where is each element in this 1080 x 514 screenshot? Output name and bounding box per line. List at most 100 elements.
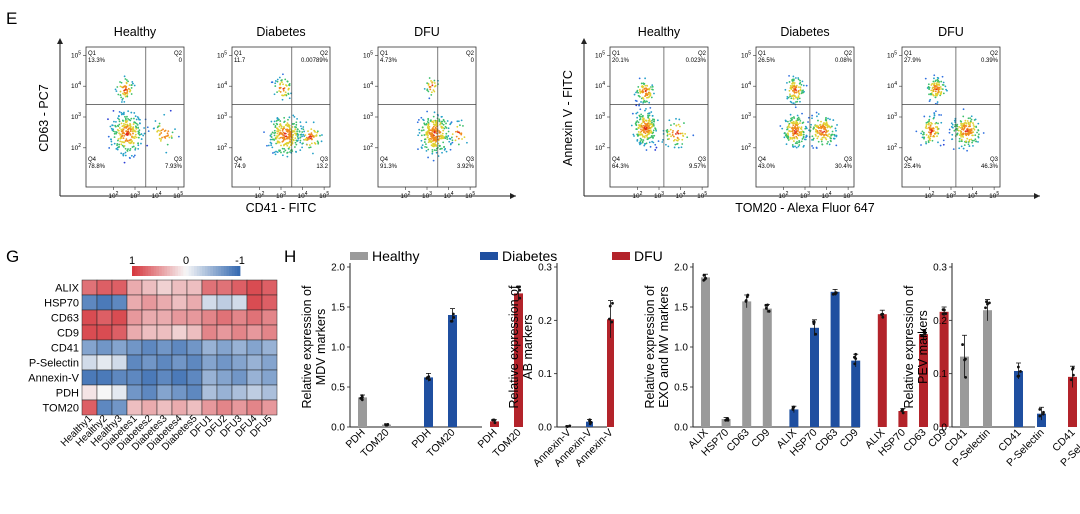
flow-dot xyxy=(299,139,302,142)
flow-dot xyxy=(126,123,129,126)
flow-dot xyxy=(113,136,116,139)
heatmap-cell xyxy=(111,294,128,311)
flow-dot xyxy=(122,97,124,100)
flow-dot xyxy=(676,143,678,145)
flow-plot-title: Diabetes xyxy=(256,25,305,39)
flow-dot xyxy=(959,120,962,122)
bar xyxy=(810,327,819,427)
flow-dot xyxy=(427,117,430,120)
flow-dot xyxy=(786,137,789,140)
flow-dot xyxy=(294,146,296,148)
flow-dot xyxy=(796,129,799,132)
flow-dot xyxy=(797,145,800,148)
scale-segment xyxy=(177,266,181,276)
flow-dot xyxy=(457,131,459,134)
flow-dot xyxy=(794,86,797,89)
flow-dot xyxy=(811,145,813,147)
flow-dot xyxy=(270,133,273,136)
flow-dot xyxy=(129,126,132,128)
scale-segment xyxy=(132,266,136,276)
flow-dot xyxy=(296,130,298,133)
flow-dot xyxy=(636,139,639,142)
flow-dot xyxy=(300,125,302,128)
flow-dot xyxy=(795,101,797,103)
flow-dot xyxy=(285,143,288,146)
flow-dot xyxy=(121,144,124,147)
bar-y-tick-label: 2.0 xyxy=(331,263,345,274)
scale-segment xyxy=(194,266,198,276)
heatmap-cell xyxy=(171,384,188,401)
flow-dot xyxy=(956,132,959,135)
flow-dot xyxy=(649,106,652,109)
heatmap-cell xyxy=(171,399,188,416)
flow-dot xyxy=(821,136,824,139)
flow-dot xyxy=(791,118,793,121)
flow-dot xyxy=(942,139,945,142)
scale-segment xyxy=(142,266,146,276)
q1-label: Q1 xyxy=(380,51,389,57)
data-point xyxy=(1038,408,1042,411)
flow-dot xyxy=(800,83,803,86)
bar-category-label: CD63 xyxy=(901,427,929,455)
flow-dot xyxy=(648,93,650,95)
flow-dot xyxy=(303,130,306,133)
flow-dot xyxy=(792,102,795,105)
flow-dot xyxy=(798,144,801,146)
flow-dot xyxy=(110,138,112,141)
flow-dot xyxy=(314,135,316,137)
flow-dot xyxy=(130,84,133,86)
flow-dot xyxy=(788,74,790,77)
heatmap-cell xyxy=(126,369,143,386)
flow-dot xyxy=(817,113,820,115)
flow-dots xyxy=(416,77,468,162)
flow-dot xyxy=(829,126,832,129)
flow-dot xyxy=(643,131,645,134)
flow-dot xyxy=(937,91,939,94)
flow-dot xyxy=(796,137,799,140)
flow-dot xyxy=(968,140,971,143)
flow-dot xyxy=(650,134,653,137)
flow-dot xyxy=(137,147,140,150)
flow-dot xyxy=(316,131,319,134)
q3-value: 7.93% xyxy=(165,164,183,170)
flow-dot xyxy=(294,126,296,128)
flow-dot xyxy=(425,143,427,146)
flow-dot xyxy=(124,115,126,118)
flow-dot xyxy=(833,134,836,137)
flow-dot xyxy=(823,130,826,133)
flow-dot xyxy=(801,90,803,92)
flow-dot xyxy=(937,86,940,89)
flow-dot xyxy=(295,121,298,124)
flow-dot xyxy=(962,133,965,136)
flow-dot xyxy=(811,135,814,138)
flow-dot xyxy=(805,136,807,139)
flow-dot xyxy=(276,80,279,83)
flow-dot xyxy=(138,118,140,121)
flow-dot xyxy=(684,132,687,135)
flow-dot xyxy=(654,127,656,130)
flow-dot xyxy=(972,127,975,130)
data-point xyxy=(942,308,946,312)
flow-dot xyxy=(940,114,943,116)
heatmap-cell xyxy=(111,324,128,341)
flow-dot xyxy=(652,141,655,144)
flow-dot xyxy=(123,100,126,103)
heatmap-cell xyxy=(141,309,158,326)
flow-dot xyxy=(948,128,951,131)
heatmap-cell xyxy=(231,384,248,401)
flow-dot xyxy=(795,135,798,138)
flow-dot xyxy=(642,139,645,142)
flow-dot xyxy=(640,122,643,125)
flow-dot xyxy=(130,117,133,120)
scale-segment xyxy=(175,266,179,276)
flow-dot xyxy=(649,136,652,139)
flow-dot xyxy=(801,80,804,83)
flow-dot xyxy=(794,77,797,79)
flow-dot xyxy=(646,123,649,125)
flow-dot xyxy=(643,126,646,129)
legend-swatch-dfu xyxy=(612,252,630,260)
flow-dot xyxy=(308,146,311,149)
heatmap-cell xyxy=(126,309,143,326)
flow-dot xyxy=(156,130,159,133)
flow-dot xyxy=(126,139,129,142)
